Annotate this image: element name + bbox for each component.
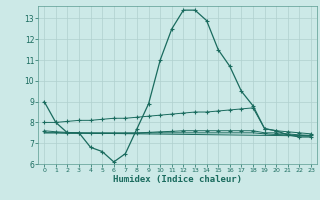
X-axis label: Humidex (Indice chaleur): Humidex (Indice chaleur) <box>113 175 242 184</box>
